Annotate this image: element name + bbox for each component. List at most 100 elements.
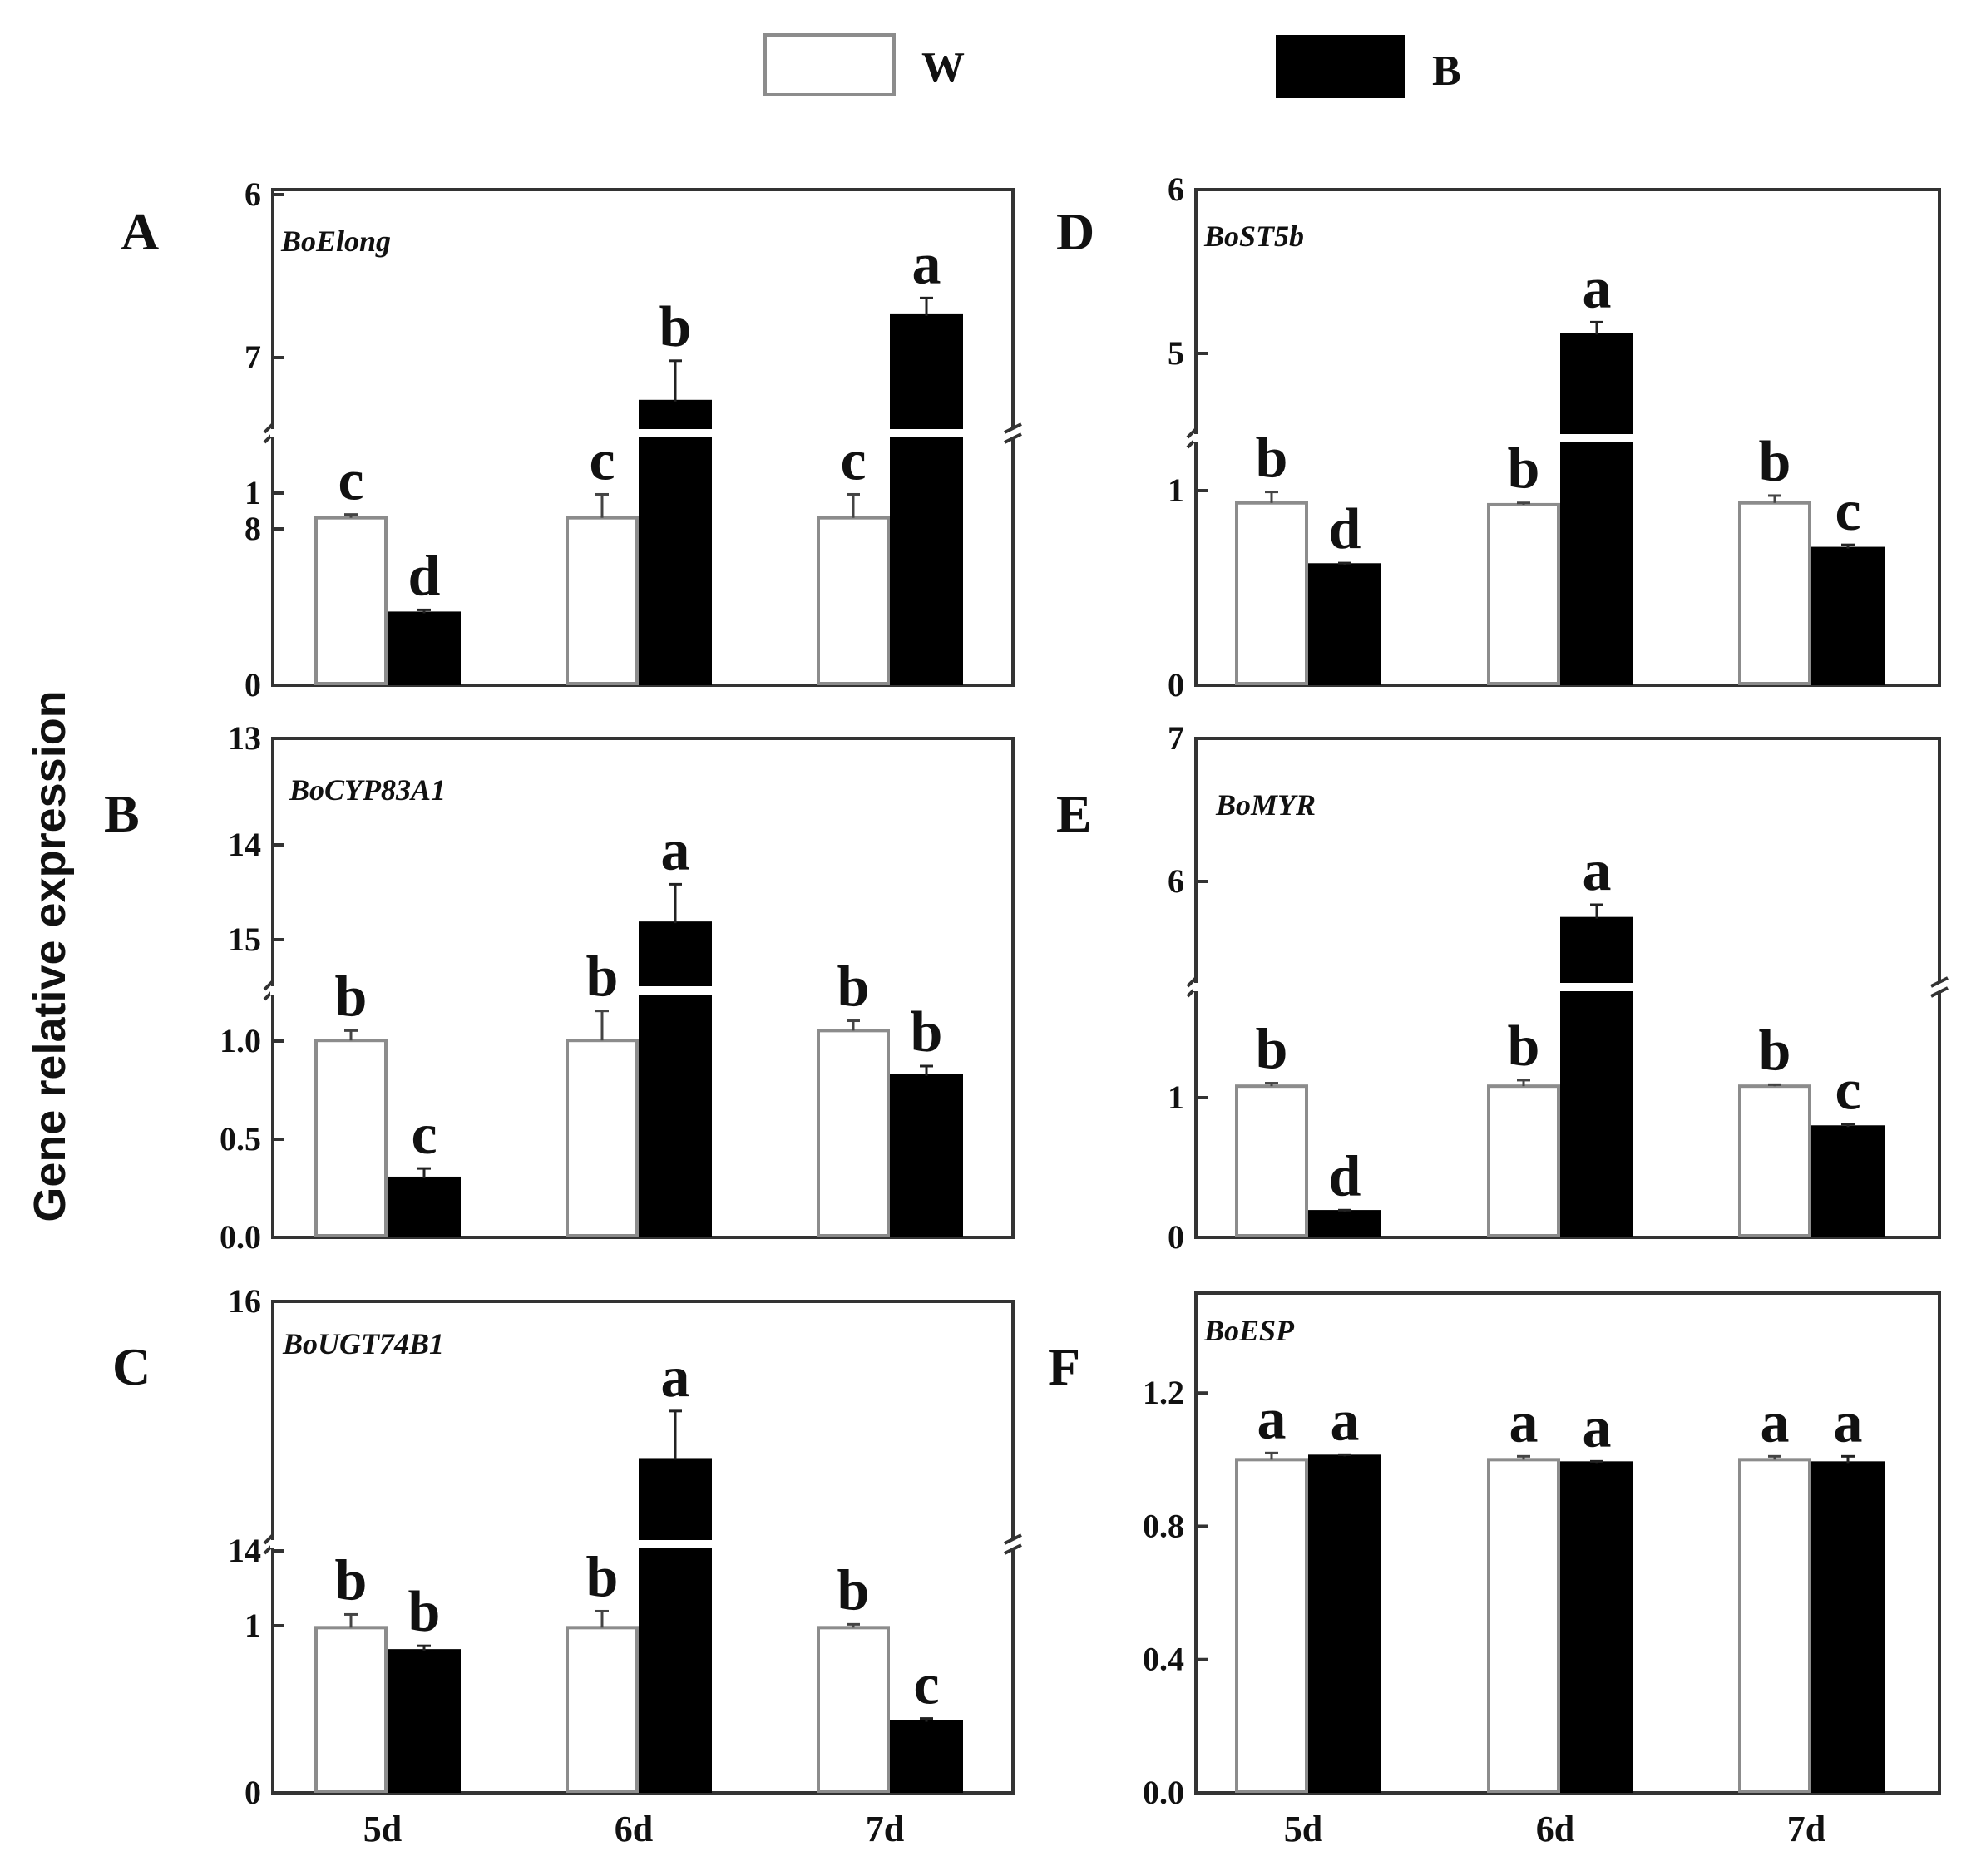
bar-w: [1738, 1084, 1811, 1237]
significance-letter: b: [1256, 1018, 1288, 1082]
bar-w: [566, 1626, 639, 1794]
y-tick-label: 0.8: [1143, 1507, 1184, 1544]
significance-letter: c: [589, 428, 615, 492]
significance-letter: b: [1759, 1019, 1791, 1083]
y-tick-label: 7: [245, 338, 261, 376]
significance-letter: a: [1761, 1390, 1790, 1454]
bar-break-band: [639, 986, 712, 995]
bar-b: [1560, 916, 1633, 1237]
panel-letter: D: [1056, 202, 1094, 261]
significance-letter: a: [1257, 1387, 1287, 1451]
bar-w: [1487, 1084, 1560, 1237]
panel-letter: F: [1048, 1337, 1080, 1396]
bar-w: [1235, 1084, 1308, 1237]
significance-letter: a: [1331, 1389, 1360, 1453]
significance-letter: d: [1329, 497, 1361, 561]
bar-break-band: [890, 429, 963, 437]
legend: W B: [763, 33, 1461, 98]
axis-break-gap: [1937, 983, 1942, 991]
y-tick-label: 6: [1168, 862, 1184, 900]
axis-break-gap: [1010, 429, 1015, 437]
bar-w: [1738, 501, 1811, 685]
bar-b: [388, 1176, 461, 1237]
y-tick-label: 14: [228, 1532, 261, 1569]
y-tick-label: 8: [245, 510, 261, 547]
y-tick-label: 1: [1168, 471, 1184, 509]
significance-letter: a: [1834, 1390, 1863, 1454]
significance-letter: b: [837, 955, 870, 1019]
bar-b: [388, 1649, 461, 1793]
x-axis-labels: 5d 6d 7d 5d 6d 7d: [363, 1809, 1825, 1849]
y-tick-label: 6: [1168, 170, 1184, 208]
bar-break-band: [1560, 983, 1633, 991]
y-tick-label: 6: [245, 175, 261, 213]
bar-b: [1811, 1461, 1885, 1793]
significance-letter: b: [1508, 1015, 1540, 1079]
significance-letter: a: [1583, 256, 1612, 320]
significance-letter: b: [335, 965, 368, 1029]
y-tick-label: 0: [245, 1774, 261, 1811]
gene-name: BoElong: [280, 225, 391, 258]
y-tick-label: 0: [245, 666, 261, 704]
bar-b: [890, 313, 963, 685]
bar-w: [1235, 501, 1308, 685]
axis-break-gap: [1193, 434, 1198, 442]
significance-letter: a: [661, 1345, 690, 1409]
axis-break-mark: [1004, 1533, 1022, 1555]
bar-w: [817, 516, 890, 686]
y-tick-label: 0.0: [220, 1218, 261, 1256]
x-tick-label: 6d: [615, 1809, 653, 1849]
significance-letter: a: [1583, 839, 1612, 903]
bar-w: [314, 1626, 388, 1794]
bar-b: [1811, 546, 1885, 685]
bar-b: [1308, 1210, 1381, 1238]
bar-b: [1811, 1125, 1885, 1237]
significance-letter: c: [411, 1103, 437, 1167]
legend-swatch-b: [1276, 35, 1405, 98]
gene-name: BoMYR: [1215, 788, 1316, 822]
bar-b: [639, 921, 712, 1237]
significance-letter: d: [408, 544, 441, 608]
bar-b: [1560, 1461, 1633, 1793]
legend-label-b: B: [1432, 47, 1461, 95]
y-tick-label: 1: [245, 474, 261, 511]
bar-w: [566, 1039, 639, 1237]
panel-letter: A: [121, 202, 159, 261]
significance-letter: d: [1329, 1144, 1361, 1208]
y-tick-label: 1.2: [1143, 1374, 1184, 1411]
axis-break-gap: [270, 1540, 275, 1548]
y-tick-label: 0.5: [220, 1120, 261, 1158]
legend-label-w: W: [921, 44, 965, 91]
significance-letter: b: [1759, 430, 1791, 494]
panel-letter: E: [1056, 784, 1092, 843]
bar-b: [1308, 1454, 1381, 1793]
y-axis-label: Gene relative expression: [25, 690, 75, 1222]
bar-w: [314, 1039, 388, 1237]
significance-letter: c: [1835, 1059, 1860, 1123]
significance-letter: a: [661, 818, 690, 882]
bar-w: [1487, 502, 1560, 686]
y-tick-label: 13: [228, 719, 261, 757]
x-tick-label: 5d: [1284, 1809, 1322, 1849]
bar-w: [314, 516, 388, 686]
significance-letter: b: [586, 1545, 619, 1609]
significance-letter: b: [1508, 437, 1540, 501]
significance-letter: c: [840, 428, 866, 492]
significance-letter: b: [408, 1580, 441, 1644]
significance-letter: b: [659, 295, 692, 359]
significance-letter: a: [1583, 1395, 1612, 1459]
bar-break-band: [1560, 434, 1633, 442]
y-tick-label: 1.0: [220, 1022, 261, 1059]
axis-break-gap: [270, 986, 275, 995]
plot-frame: [1194, 1291, 1941, 1795]
x-tick-label: 7d: [866, 1809, 904, 1849]
gene-name: BoESP: [1203, 1314, 1295, 1347]
axis-break-gap: [270, 429, 275, 437]
bar-b: [1560, 333, 1633, 685]
axis-break-gap: [1010, 1540, 1015, 1548]
y-tick-label: 15: [228, 921, 261, 958]
panel-letter: B: [104, 784, 140, 843]
bar-w: [817, 1626, 890, 1794]
